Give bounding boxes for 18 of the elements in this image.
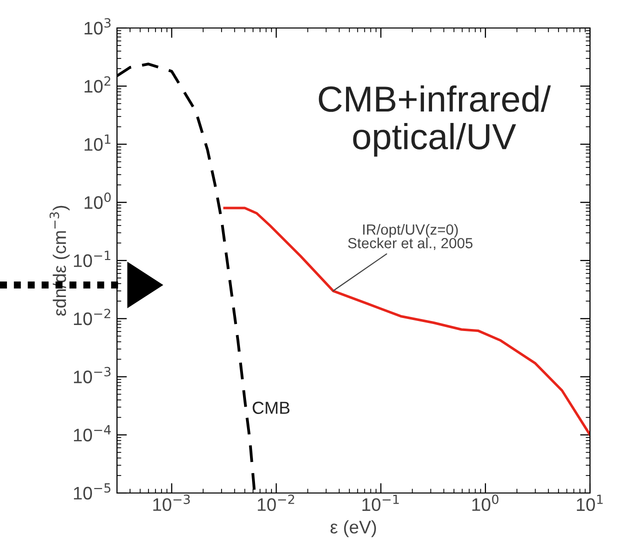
y-tick-label: 10$^{−5}$ [74, 483, 110, 500]
y-tick-label: 10$^{−1}$ [74, 250, 110, 268]
annotation: CMB+infrared/ optical/UV [318, 85, 551, 157]
x-tick-label: 10$^{1}$ [576, 494, 603, 511]
x-tick-label: 10$^{0}$ [472, 494, 498, 511]
y-tick-label: 10$^{−3}$ [74, 366, 110, 384]
y-tick-label: 10$^{0}$ [84, 192, 111, 209]
annotation: CMB [252, 402, 290, 414]
y-tick-label: 10$^{3}$ [84, 18, 111, 35]
x-tick-label: 10$^{−2}$ [258, 494, 294, 511]
y-tick-label: 10$^{1}$ [84, 134, 110, 151]
x-tick-label: 10$^{−1}$ [362, 494, 399, 511]
annotation: IR/opt/UV(z=0) Stecker et al., 2005 [348, 224, 472, 250]
y-tick-label: 10$^{2}$ [84, 76, 110, 93]
y-tick-label: 10$^{−2}$ [74, 308, 110, 326]
x-axis-title: ε (eV) [330, 520, 376, 538]
x-tick-label: 10$^{−3}$ [153, 494, 190, 511]
y-tick-label: 10$^{−4}$ [74, 425, 111, 442]
